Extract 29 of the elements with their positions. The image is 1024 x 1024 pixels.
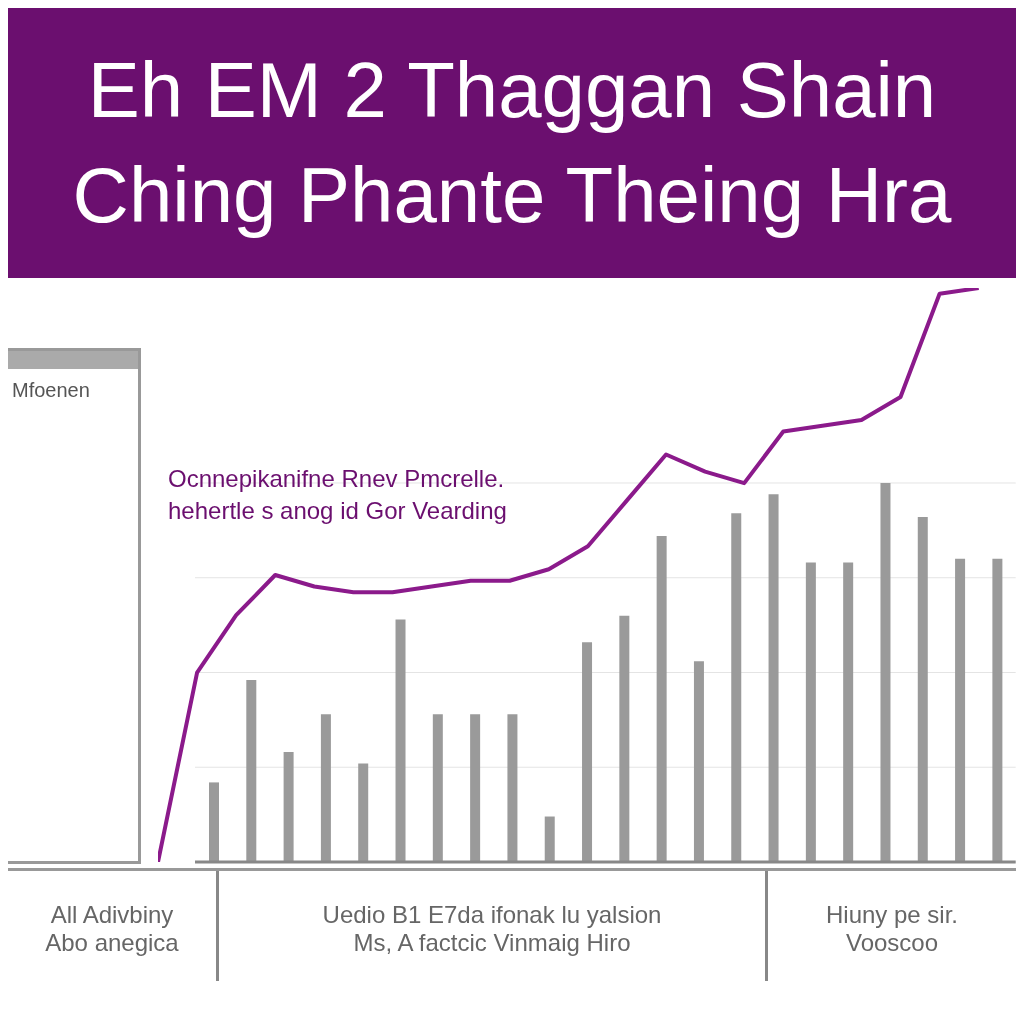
bar (246, 680, 257, 862)
bar (656, 536, 667, 862)
bar (283, 752, 294, 862)
bar (582, 642, 593, 862)
text: Hiuny pe sir. Vooscoo (824, 901, 960, 957)
bar (470, 714, 481, 862)
bar (619, 615, 630, 862)
annotation: Ocnnepikanifne Rnev Pmcrelle. hehertle s anog id Gor Vearding (168, 464, 507, 526)
bar (880, 483, 891, 862)
text-box: Mfoenen (8, 348, 141, 864)
bar (955, 558, 966, 862)
bar (731, 513, 742, 862)
bar (768, 494, 779, 862)
bar (433, 714, 444, 862)
text: All Adivbiny Abo anegica (44, 901, 180, 957)
bar (358, 763, 369, 862)
bar (992, 558, 1003, 862)
chart-title: Eh EM 2 Thaggan Shain (87, 45, 937, 136)
bar (507, 714, 518, 862)
text: Uedio B1 E7da ifonak lu yalsion Ms, A factcic Vinmaig Hiro (321, 901, 663, 957)
bar (395, 619, 406, 862)
bar (918, 517, 929, 862)
bar (321, 714, 332, 862)
bar (209, 782, 220, 862)
chart-subtitle: Ching Phante Theing Hra (72, 150, 952, 241)
bar (843, 562, 854, 862)
bar (806, 562, 817, 862)
bar (545, 816, 556, 862)
bar (694, 661, 705, 862)
